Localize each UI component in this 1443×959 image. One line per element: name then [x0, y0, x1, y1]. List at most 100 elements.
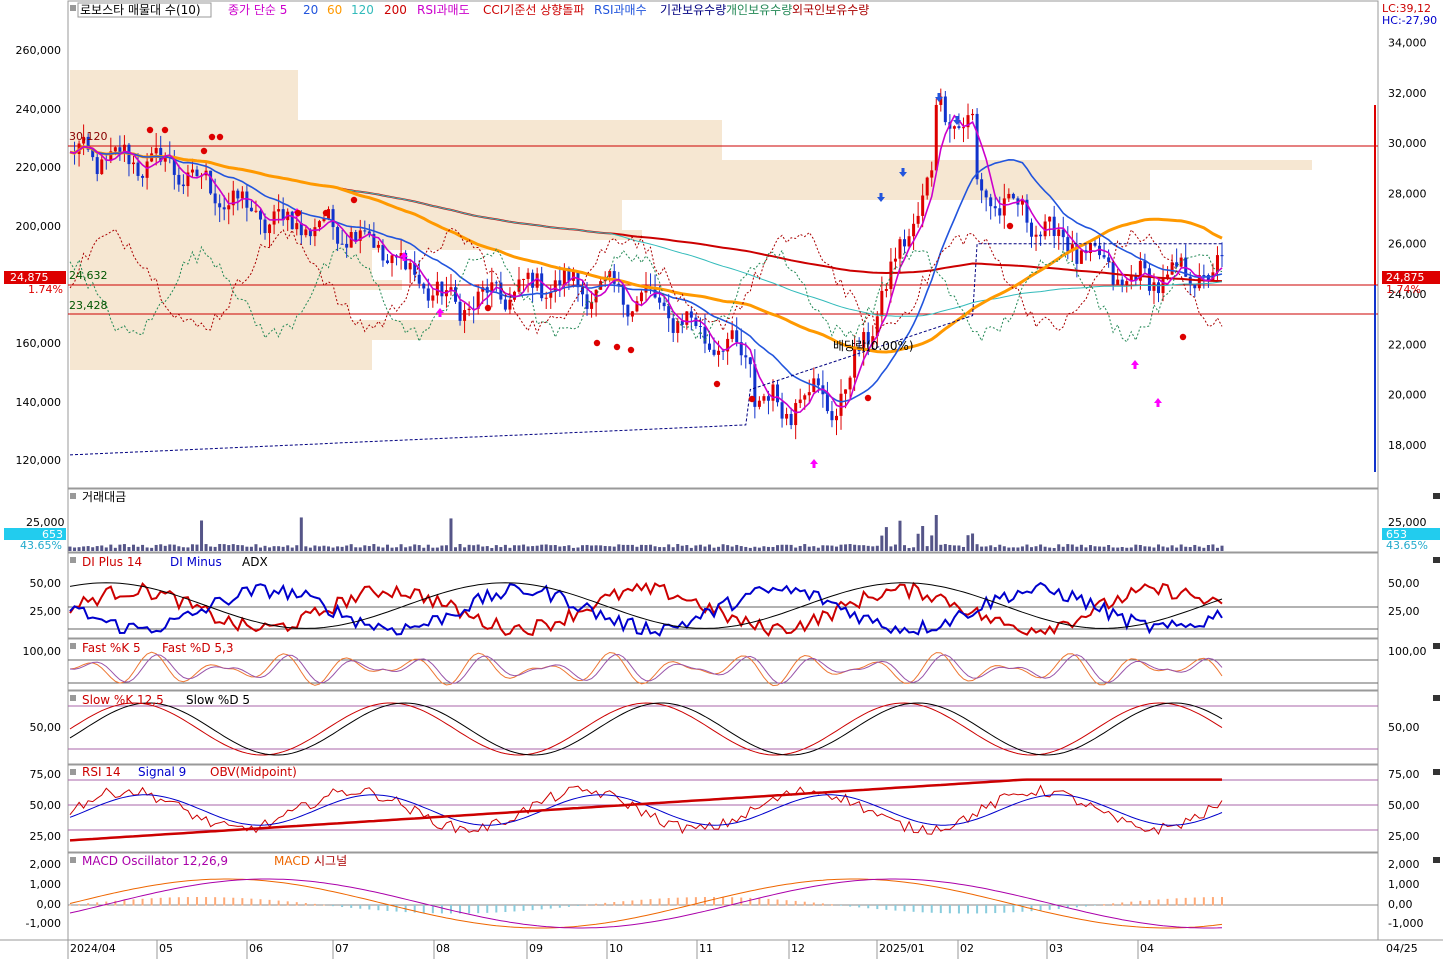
volume-bar	[821, 545, 825, 551]
candle-body	[1157, 282, 1161, 294]
macd-oscillator-bar	[1084, 905, 1087, 907]
macd-tick: 0,00	[1388, 898, 1413, 911]
candle-body	[785, 413, 789, 419]
profile-band	[70, 250, 372, 280]
candle-body	[766, 396, 770, 401]
volume-bar	[1138, 544, 1142, 551]
candle-body	[1147, 268, 1151, 291]
volume-bar	[771, 546, 775, 551]
candle-body	[499, 282, 503, 300]
macd-oscillator-bar	[132, 899, 135, 906]
candle-body	[853, 347, 857, 378]
indicator-label: Slow %D 5	[186, 693, 250, 707]
volume-bar	[893, 544, 897, 551]
ma60-line	[69, 145, 1223, 354]
volume-title: 거래대금	[82, 490, 126, 504]
candle-body	[363, 230, 367, 232]
macd-oscillator-bar	[114, 900, 117, 906]
candle-body	[971, 113, 975, 116]
macd-oscillator-bar	[313, 903, 316, 906]
indicator-lines	[69, 93, 1223, 468]
volume-bar	[304, 546, 308, 551]
volume-bar	[485, 546, 489, 551]
volume-bar	[1061, 546, 1065, 551]
volume-bar	[109, 544, 113, 551]
macd-oscillator-bar	[268, 899, 271, 906]
rsi-oversold-arrow	[1131, 360, 1139, 369]
macd-oscillator-bar	[631, 900, 634, 906]
volume-bar	[1129, 547, 1133, 551]
volume-bar	[127, 547, 131, 551]
macd-oscillator-bar	[232, 897, 235, 906]
right-tick-label: 30,000	[1388, 137, 1427, 150]
macd-oscillator-bar	[368, 905, 371, 910]
volume-bar	[1020, 546, 1024, 551]
volume-bar	[680, 545, 684, 551]
volume-bar	[839, 544, 843, 551]
volume-bar	[154, 544, 158, 551]
x-axis-label: 04	[1140, 942, 1154, 955]
volume-bar	[141, 544, 145, 551]
cci-crossover-dot	[1006, 222, 1014, 230]
volume-bar	[476, 544, 480, 551]
volume-bar	[272, 546, 276, 551]
macd-oscillator-bar	[740, 897, 743, 906]
volume-bar	[698, 544, 702, 551]
volume-bar	[1093, 546, 1097, 551]
x-axis-label: 08	[436, 942, 450, 955]
macd-oscillator-bar	[168, 897, 171, 906]
candle-body	[295, 223, 299, 230]
volume-bar	[159, 544, 163, 551]
candle-body	[508, 299, 512, 310]
candle-body	[1220, 255, 1224, 257]
macd-oscillator-bar	[214, 897, 217, 906]
indicator-label: OBV(Midpoint)	[210, 765, 297, 779]
candle-body	[100, 159, 104, 175]
panel-close-icon	[1433, 695, 1440, 701]
candle-body	[1030, 222, 1034, 237]
volume-bar	[358, 547, 362, 551]
slow-k-line	[69, 702, 1223, 756]
cci-crossover-dot	[294, 209, 302, 217]
rsi-tick: 50,00	[30, 799, 62, 812]
macd-oscillator-bar	[1103, 904, 1106, 906]
volume-bar	[186, 547, 190, 551]
volume-bar	[317, 546, 321, 551]
macd-oscillator-bar	[1075, 905, 1078, 908]
ma5-line	[69, 114, 1223, 414]
profile-band	[70, 160, 1312, 170]
candle-body	[1061, 229, 1065, 238]
candle-body	[1152, 282, 1156, 291]
volume-bar	[1170, 545, 1174, 551]
volume-bar	[540, 544, 544, 551]
candle-body	[635, 301, 639, 312]
macd-oscillator-bar	[1157, 899, 1160, 906]
panel-marker	[70, 557, 76, 563]
macd-oscillator-bar	[1221, 897, 1223, 906]
volume-bar	[113, 547, 117, 551]
volume-bar	[168, 544, 172, 551]
candle-body	[789, 413, 793, 426]
macd-tick: 1,000	[30, 878, 62, 891]
volume-bar	[853, 544, 857, 551]
rsi-oversold-arrow	[436, 308, 444, 317]
volume-bar	[512, 545, 516, 551]
volume-bar	[921, 526, 925, 551]
x-axis-label: 06	[249, 942, 263, 955]
volume-bar	[1125, 547, 1129, 551]
candle-body	[467, 308, 471, 311]
volume-bar	[1007, 547, 1011, 551]
macd-oscillator-bar	[141, 898, 144, 906]
macd-oscillator-bar	[1139, 900, 1142, 906]
volume-bar	[549, 545, 553, 551]
candle-body	[1175, 262, 1179, 267]
panel-close-icon	[1433, 857, 1440, 863]
profile-band	[70, 320, 500, 340]
macd-oscillator-bar	[640, 899, 643, 906]
macd-oscillator-bar	[495, 905, 498, 913]
macd-signal-line	[69, 878, 1223, 929]
indicator-label: MACD Oscillator 12,26,9	[82, 854, 228, 868]
candle-body	[680, 320, 684, 325]
slow-tick: 50,00	[30, 721, 62, 734]
candle-body	[385, 260, 389, 264]
